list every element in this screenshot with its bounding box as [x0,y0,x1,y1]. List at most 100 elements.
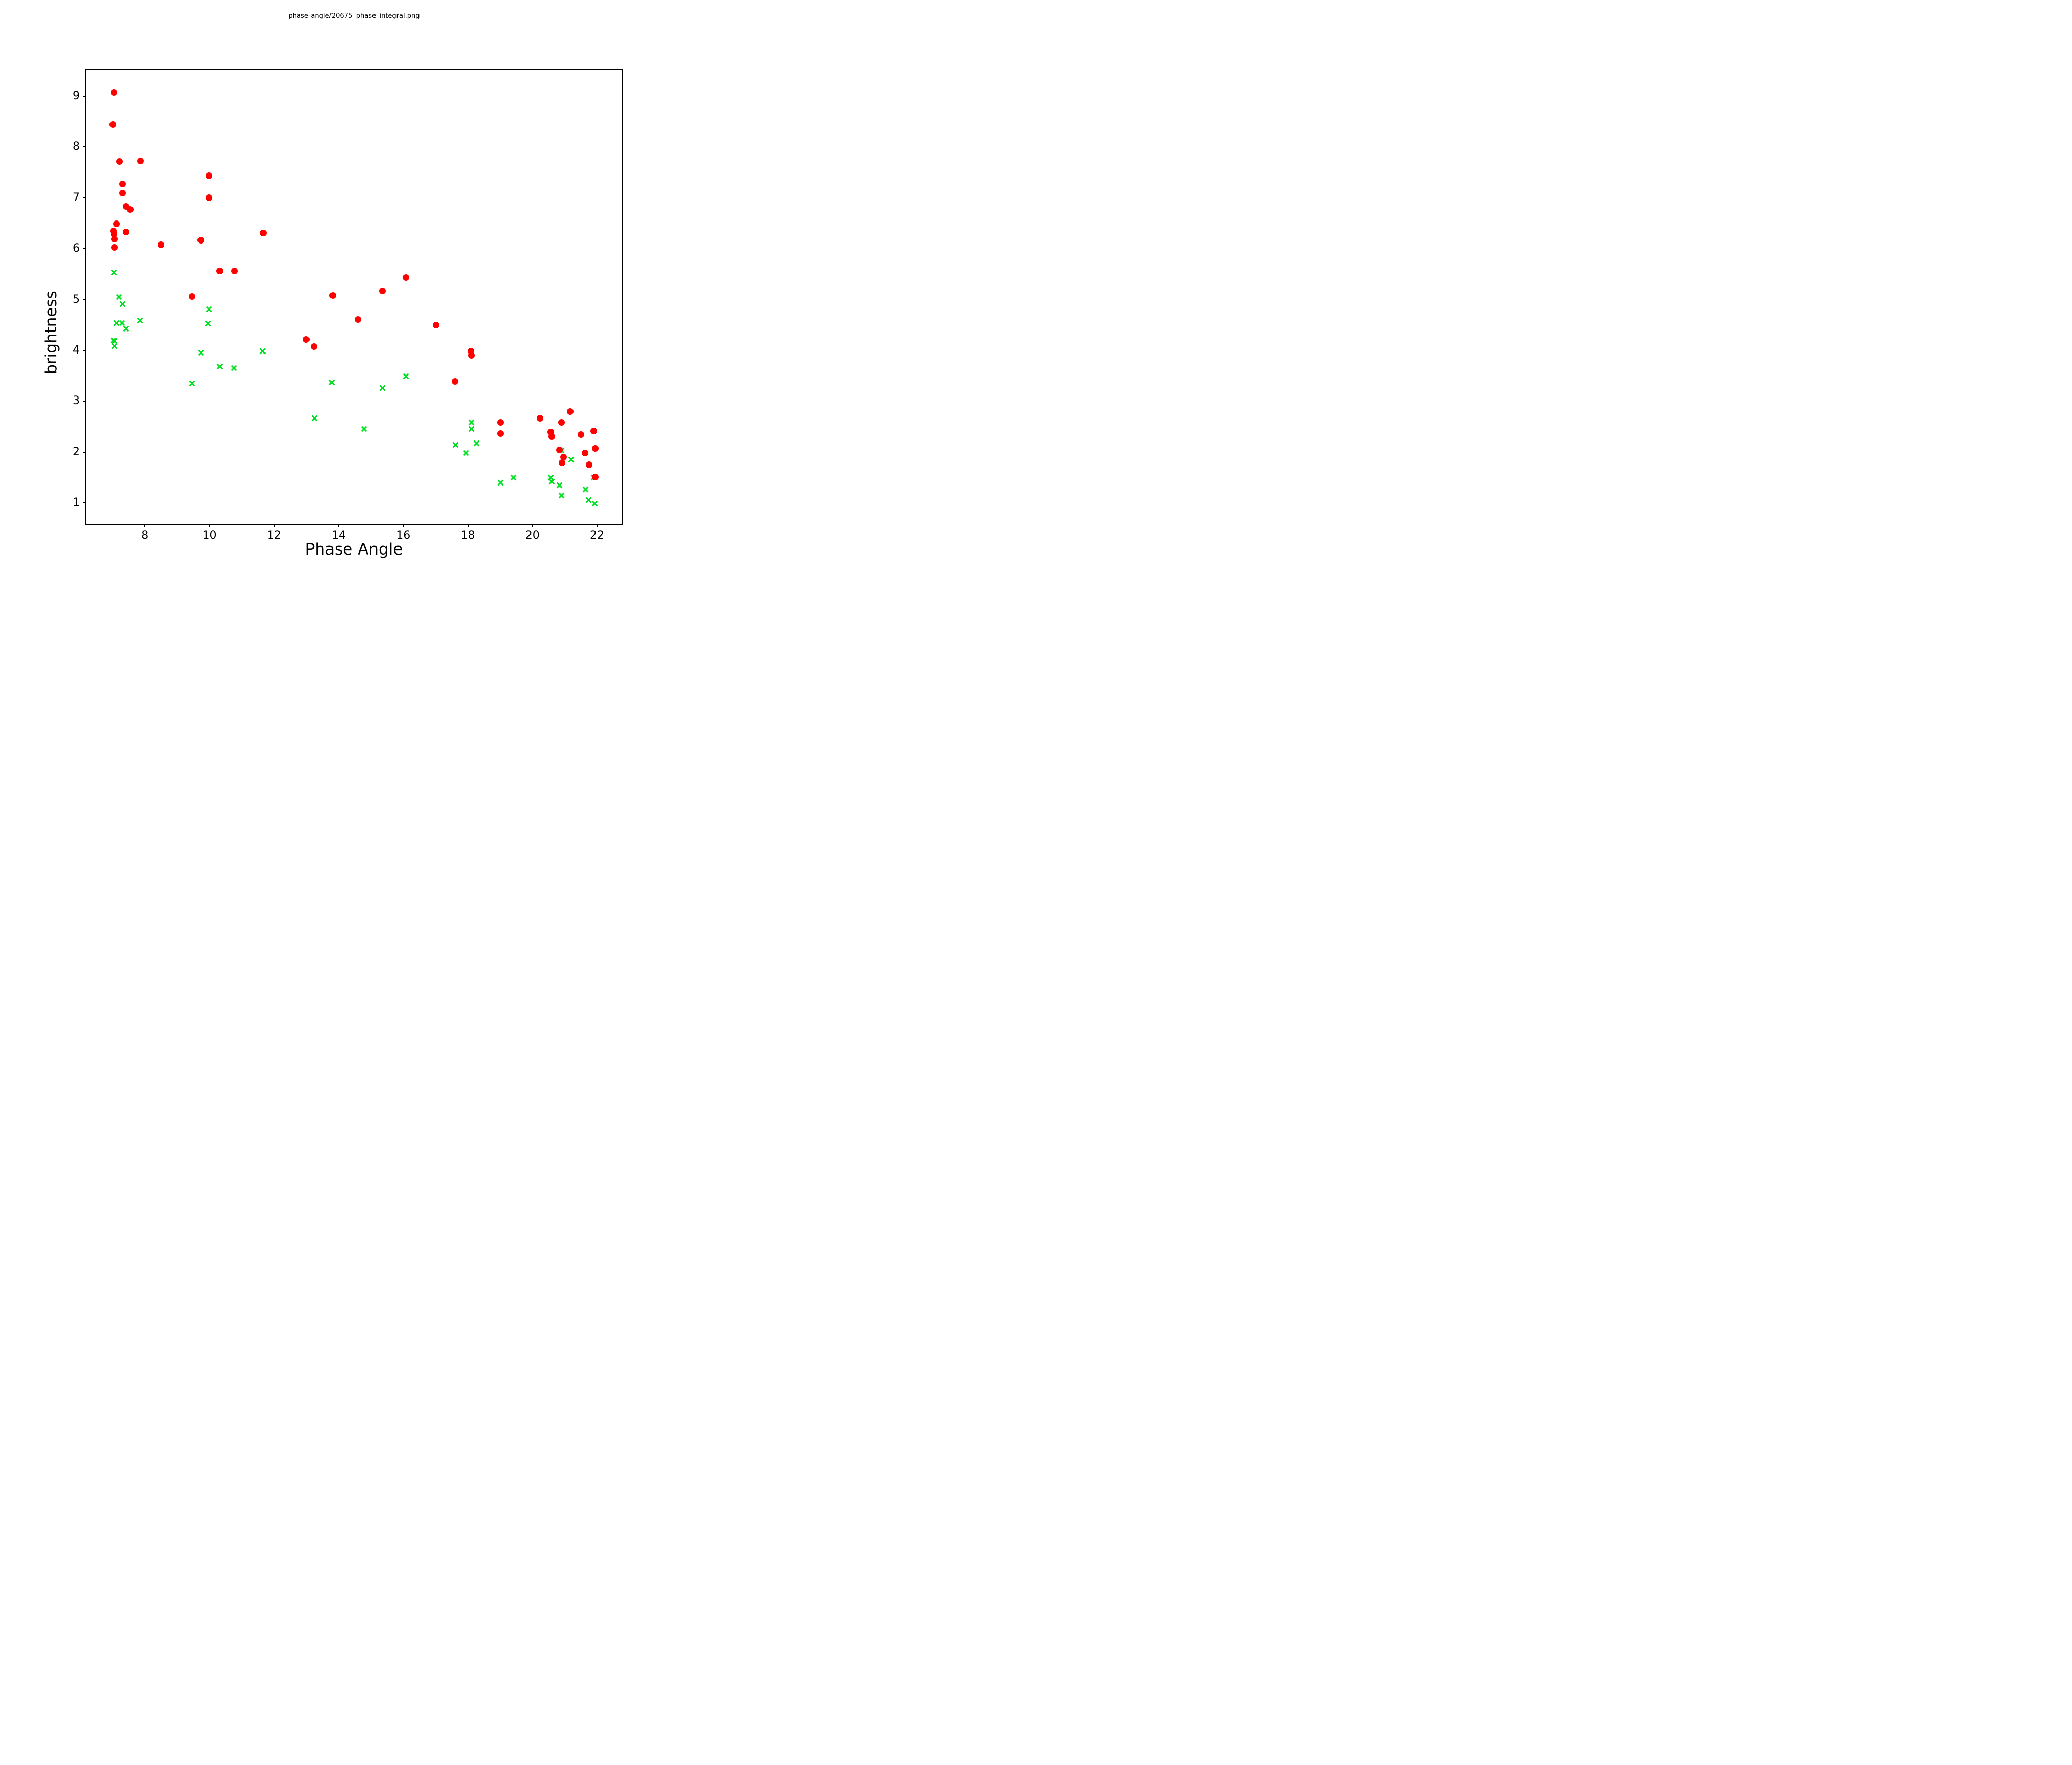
data-point-red-circle-series [558,459,565,467]
x-tick-label: 8 [141,529,149,542]
data-point-red-circle-series [468,352,475,359]
data-point-green-x-series [591,499,598,507]
data-point-red-circle-series [302,336,310,343]
data-point-red-circle-series [126,206,134,213]
data-point-green-x-series [111,268,117,276]
x-tick-label: 12 [267,529,281,542]
data-point-red-circle-series [122,228,129,235]
data-point-green-x-series [216,362,223,370]
data-point-green-x-series [123,324,129,332]
data-point-green-x-series [585,496,592,503]
data-point-green-x-series [189,379,195,387]
data-point-green-x-series [548,477,555,485]
y-tick-label: 5 [73,293,80,306]
plot-area [85,69,623,525]
y-tick-label: 6 [73,242,80,255]
data-point-green-x-series [568,455,575,463]
data-point-green-x-series [116,293,122,300]
x-tick-mark [209,524,210,527]
data-point-red-circle-series [590,427,597,434]
data-point-red-circle-series [259,229,267,236]
data-point-green-x-series [379,384,386,391]
y-tick-label: 7 [73,191,80,204]
x-tick-mark [273,524,275,527]
data-point-red-circle-series [188,293,195,300]
data-point-green-x-series [111,337,118,344]
data-point-red-circle-series [231,268,238,275]
data-point-red-circle-series [119,181,126,188]
data-point-green-x-series [473,439,480,447]
data-point-red-circle-series [355,316,362,323]
data-point-green-x-series [231,364,237,371]
data-point-red-circle-series [157,241,164,248]
x-tick-label: 14 [332,529,346,542]
x-tick-mark [338,524,339,527]
y-tick-label: 9 [73,89,80,102]
data-point-red-circle-series [116,158,123,165]
data-point-green-x-series [259,347,266,355]
x-tick-mark [144,524,146,527]
data-point-green-x-series [111,342,118,349]
data-point-red-circle-series [566,408,574,415]
data-point-red-circle-series [497,418,504,426]
y-tick-mark [83,349,86,351]
data-point-green-x-series [197,348,204,356]
data-point-green-x-series [510,473,517,481]
data-point-green-x-series [311,414,318,422]
data-point-red-circle-series [113,220,120,227]
data-point-red-circle-series [560,454,567,461]
x-axis-label: Phase Angle [305,540,403,559]
y-tick-mark [83,146,86,148]
data-point-green-x-series [558,491,565,499]
y-tick-mark [83,197,86,198]
data-point-red-circle-series [216,268,223,275]
data-point-red-circle-series [110,89,117,96]
data-point-red-circle-series [556,447,563,454]
figure: phase-angle/20675_phase_integral.png bri… [0,0,691,588]
x-tick-mark [467,524,469,527]
data-point-green-x-series [497,478,504,486]
x-tick-label: 16 [396,529,411,542]
x-tick-label: 18 [460,529,475,542]
y-tick-label: 3 [73,394,80,408]
data-point-green-x-series [205,319,211,327]
data-point-red-circle-series [206,172,213,180]
x-tick-mark [403,524,404,527]
data-point-red-circle-series [582,450,589,457]
data-point-red-circle-series [586,461,593,469]
data-point-green-x-series [468,425,475,432]
data-point-red-circle-series [497,430,504,437]
data-point-green-x-series [361,425,367,432]
y-tick-label: 4 [73,343,80,357]
data-point-red-circle-series [536,414,543,422]
chart-title: phase-angle/20675_phase_integral.png [288,12,420,20]
data-point-red-circle-series [137,157,144,164]
data-point-red-circle-series [379,288,386,295]
data-point-green-x-series [462,449,469,456]
y-tick-mark [83,95,86,97]
data-point-green-x-series [403,372,409,380]
y-tick-mark [83,401,86,402]
data-point-green-x-series [328,378,335,386]
data-point-green-x-series [468,418,475,425]
data-point-red-circle-series [109,121,117,128]
data-point-red-circle-series [310,343,317,350]
x-tick-label: 10 [202,529,217,542]
data-point-green-x-series [452,440,459,448]
y-tick-mark [83,248,86,249]
data-point-red-circle-series [548,433,556,440]
data-point-green-x-series [556,481,563,489]
data-point-green-x-series [119,300,126,307]
data-point-green-x-series [119,319,125,326]
data-point-green-x-series [113,319,120,326]
data-point-green-x-series [137,316,143,324]
y-tick-mark [83,451,86,453]
data-point-green-x-series [206,305,212,313]
y-tick-label: 2 [73,445,80,458]
data-point-red-circle-series [558,418,565,426]
x-tick-label: 22 [590,529,604,542]
data-point-red-circle-series [206,194,213,202]
y-tick-label: 1 [73,496,80,510]
x-tick-mark [532,524,533,527]
data-point-red-circle-series [591,474,599,480]
